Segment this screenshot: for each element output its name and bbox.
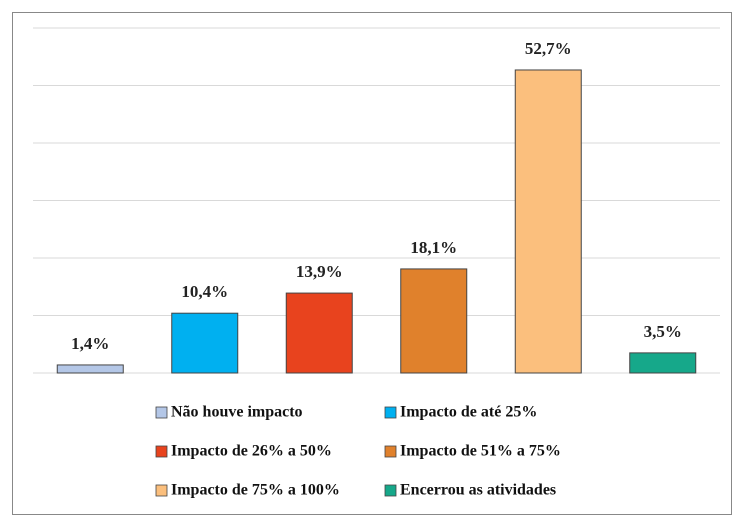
legend-label: Impacto de 26% a 50%: [171, 443, 332, 460]
legend-label: Encerrou as atividades: [400, 482, 556, 499]
legend-swatch: [155, 484, 168, 497]
legend-swatch: [384, 445, 397, 458]
legend-label: Impacto de 51% a 75%: [400, 443, 561, 460]
data-label: 10,4%: [181, 282, 228, 301]
bar: [285, 292, 353, 374]
bar: [629, 352, 697, 374]
data-label: 3,5%: [644, 322, 682, 341]
bar: [56, 364, 124, 374]
data-label: 52,7%: [525, 39, 572, 58]
data-label: 1,4%: [71, 334, 109, 353]
data-label: 13,9%: [296, 262, 343, 281]
legend-swatch: [384, 484, 397, 497]
legend-label: Impacto de até 25%: [400, 404, 537, 421]
bar: [514, 69, 582, 374]
legend-swatch: [384, 406, 397, 419]
chart-frame: [12, 12, 732, 515]
data-label: 18,1%: [410, 238, 457, 257]
bar: [171, 312, 239, 374]
bar: [400, 268, 468, 374]
legend-swatch: [155, 406, 168, 419]
legend-swatch: [155, 445, 168, 458]
legend-label: Não houve impacto: [171, 404, 303, 421]
legend-label: Impacto de 75% a 100%: [171, 482, 340, 499]
